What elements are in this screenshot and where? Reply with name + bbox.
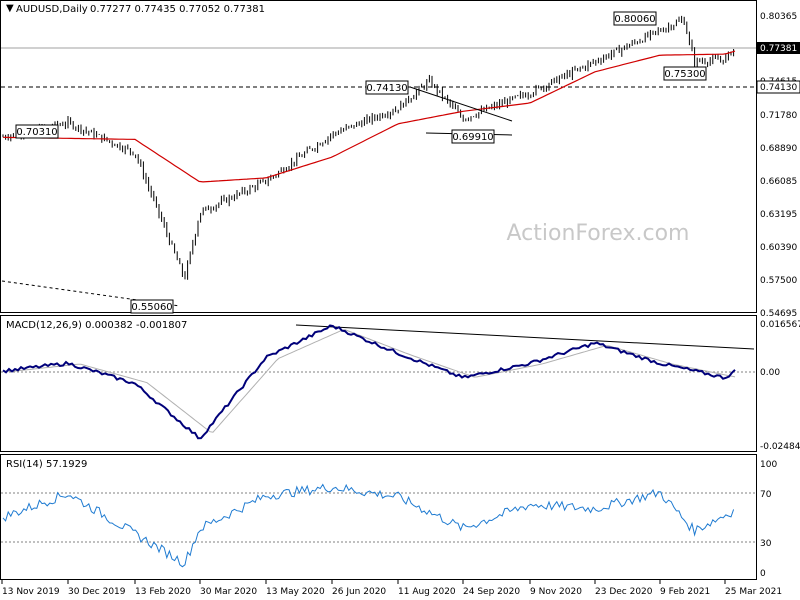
annotation-069910: 0.69910 xyxy=(451,129,495,144)
header-symbol: AUDUSD,Daily xyxy=(16,4,88,15)
header-triangle: ▼ xyxy=(6,3,14,14)
price-panel-frame xyxy=(0,0,757,313)
rsi-tick: 70 xyxy=(760,490,772,500)
macd-trendline xyxy=(295,324,755,350)
svg-text:0.77381: 0.77381 xyxy=(760,44,797,54)
svg-text:0.80060: 0.80060 xyxy=(614,14,655,25)
watermark: ActionForex.com xyxy=(507,221,690,246)
price-tick: 0.54695 xyxy=(760,309,797,319)
x-tick-label: 30 Dec 2019 xyxy=(68,587,126,597)
level-tag: 0.74130 xyxy=(756,80,800,94)
macd-tick: 0.00 xyxy=(760,368,780,378)
annotation-055060: 0.55060 xyxy=(130,299,174,314)
rsi-line xyxy=(2,483,735,568)
price-axis: 0.80365 0.77381 0.74615 0.74130 0.71780 … xyxy=(756,12,800,319)
price-tick: 0.68890 xyxy=(760,144,797,154)
macd-title: MACD(12,26,9) 0.000382 -0.001807 xyxy=(6,320,187,331)
x-tick-label: 23 Dec 2020 xyxy=(595,587,653,597)
rsi-tick: 100 xyxy=(760,460,777,470)
svg-text:0.75300: 0.75300 xyxy=(664,69,705,80)
annotation-080060: 0.80060 xyxy=(613,11,657,26)
macd-tick: -0.02484 xyxy=(760,442,800,452)
x-tick-label: 26 Jun 2020 xyxy=(332,587,386,597)
svg-text:0.74130: 0.74130 xyxy=(760,83,797,93)
svg-text:0.74130: 0.74130 xyxy=(366,83,407,94)
price-tick: 0.66085 xyxy=(760,177,797,187)
rsi-tick: 0 xyxy=(760,569,766,579)
price-tick: 0.57500 xyxy=(760,276,797,286)
x-tick-label: 30 Mar 2020 xyxy=(200,587,257,597)
svg-text:0.55060: 0.55060 xyxy=(131,302,172,313)
last-price-tag: 0.77381 xyxy=(757,42,800,54)
svg-text:0.69910: 0.69910 xyxy=(452,132,493,143)
x-tick-label: 13 May 2020 xyxy=(266,587,325,597)
rsi-title: RSI(14) 57.1929 xyxy=(6,459,87,470)
macd-signal-line xyxy=(3,329,736,433)
annotation-074130: 0.74130 xyxy=(365,80,409,95)
macd-line xyxy=(2,324,736,440)
price-tick: 0.63195 xyxy=(760,210,797,220)
x-axis: 13 Nov 2019 30 Dec 2019 13 Feb 2020 30 Mar … xyxy=(1,579,782,597)
price-tick: 0.71780 xyxy=(760,111,797,121)
annotation-070310: 0.70310 xyxy=(15,124,59,139)
x-tick-label: 9 Nov 2020 xyxy=(530,587,582,597)
price-tick: 0.60390 xyxy=(760,243,797,253)
x-tick-label: 24 Sep 2020 xyxy=(463,587,520,597)
header-ohlc: 0.77277 0.77435 0.77052 0.77381 xyxy=(90,4,265,15)
rsi-panel-frame xyxy=(0,454,757,580)
moving-average-line xyxy=(2,50,736,183)
price-tick: 0.80365 xyxy=(760,12,797,22)
triangle-upper-line xyxy=(409,86,513,122)
svg-text:0.70310: 0.70310 xyxy=(16,127,57,138)
rsi-tick: 30 xyxy=(760,539,772,549)
x-tick-label: 13 Feb 2020 xyxy=(135,587,191,597)
x-tick-label: 9 Feb 2021 xyxy=(660,587,710,597)
x-tick-label: 11 Aug 2020 xyxy=(398,587,456,597)
x-tick-label: 25 Mar 2021 xyxy=(725,587,782,597)
macd-tick: 0.016567 xyxy=(760,320,800,330)
annotation-075300: 0.75300 xyxy=(663,66,707,81)
x-tick-label: 13 Nov 2019 xyxy=(2,587,60,597)
macd-panel-frame xyxy=(0,315,757,452)
